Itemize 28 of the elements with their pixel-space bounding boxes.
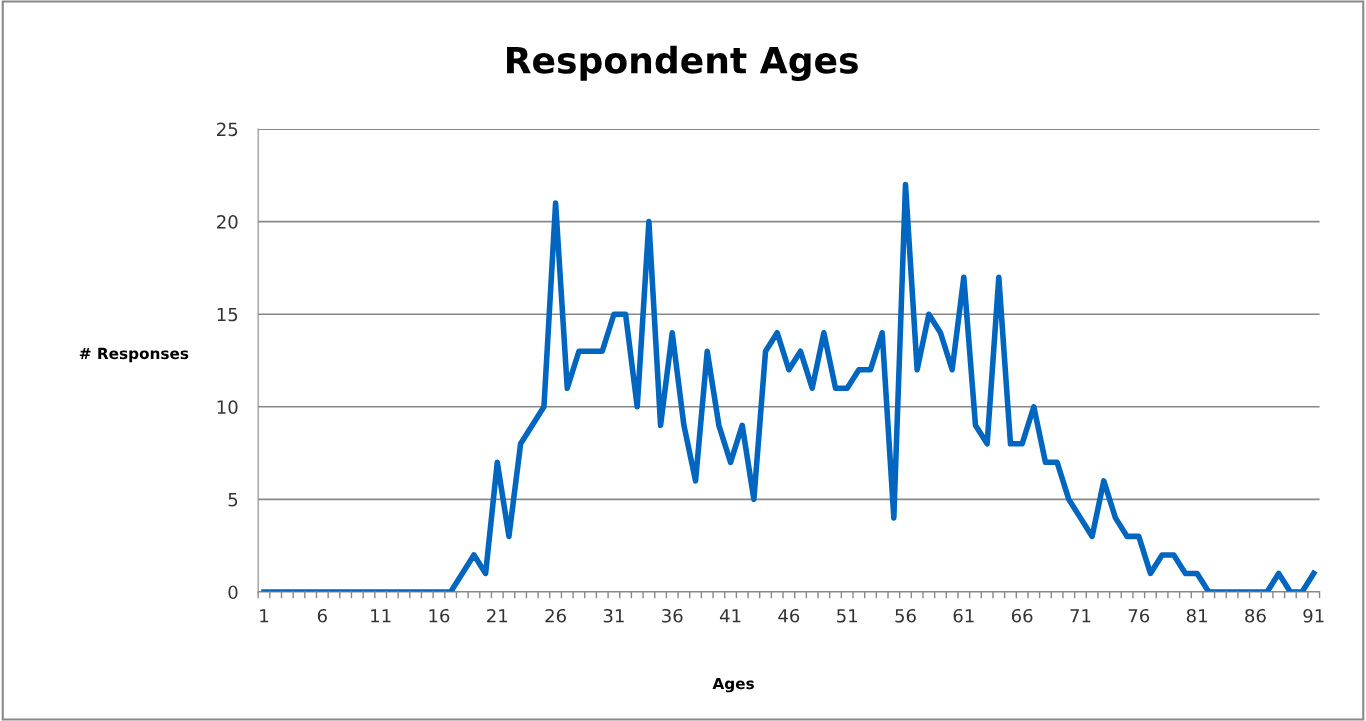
y-tick-label: 0 [228, 585, 238, 600]
x-tick-label: 16 [429, 608, 450, 623]
x-tick-label: 36 [662, 608, 683, 623]
x-tick-label: 21 [487, 608, 508, 623]
y-tick-label: 20 [217, 215, 238, 229]
x-tick-label: 81 [1186, 608, 1207, 623]
x-tick-label: 71 [1070, 609, 1091, 623]
y-tick-label: 10 [217, 400, 238, 414]
chart-title: Respondent Ages [507, 45, 858, 82]
x-tick-label: 61 [953, 608, 974, 623]
x-tick-label: 11 [371, 609, 391, 623]
x-tick-label: 46 [778, 608, 800, 623]
y-tick-label: 5 [228, 493, 238, 507]
x-tick-label: 51 [837, 609, 857, 623]
x-tick-label: 91 [1303, 608, 1324, 623]
x-tick-label: 26 [545, 608, 566, 623]
x-axis-title: Ages [712, 677, 754, 693]
y-tick-label: 25 [217, 122, 238, 137]
x-tick-label: 41 [719, 609, 741, 623]
x-tick-label: 86 [1245, 608, 1266, 623]
x-tick-label: 76 [1128, 608, 1150, 623]
y-tick-label: 15 [217, 307, 238, 322]
x-tick-label: 56 [895, 608, 916, 623]
x-tick-label: 6 [317, 608, 327, 623]
x-tick-label: 1 [260, 609, 269, 623]
x-tick-label: 66 [1011, 608, 1033, 623]
x-tick-label: 31 [603, 608, 624, 623]
y-axis-title: # Responses [79, 347, 189, 363]
